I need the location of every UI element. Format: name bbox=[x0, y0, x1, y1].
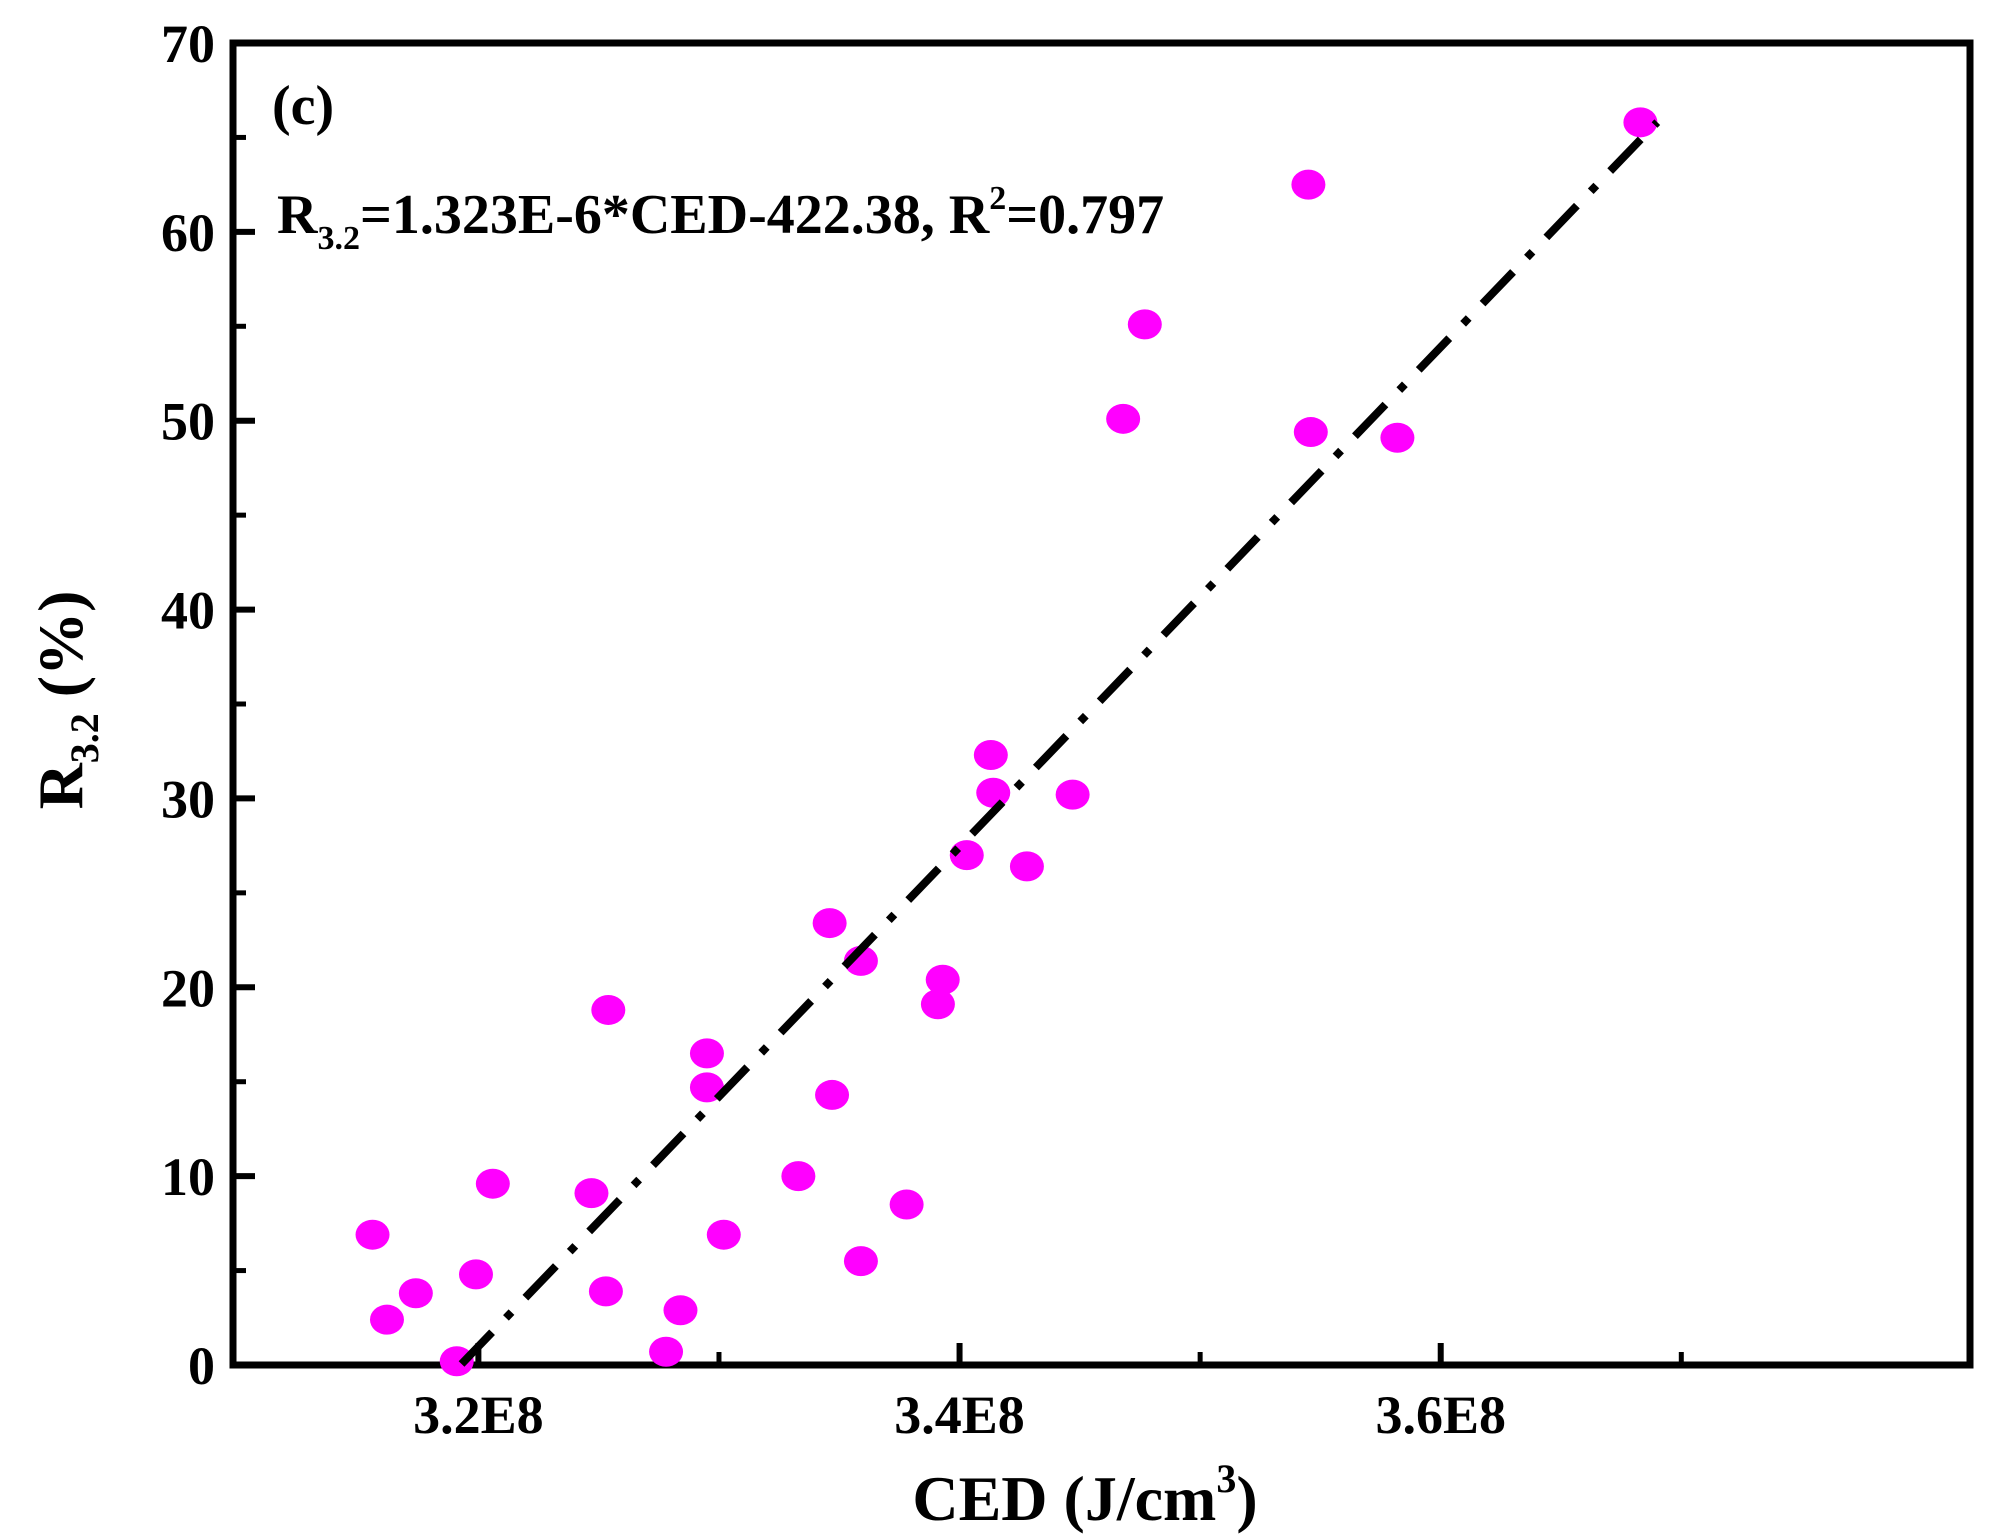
data-point bbox=[812, 908, 847, 939]
data-point bbox=[355, 1219, 390, 1250]
data-point bbox=[925, 964, 960, 995]
data-points bbox=[355, 107, 1658, 1377]
y-tick-label: 70 bbox=[161, 14, 215, 74]
y-axis-label: R3.2 (%) bbox=[25, 591, 107, 810]
data-point bbox=[973, 739, 1008, 770]
data-point bbox=[781, 1161, 816, 1192]
data-point bbox=[920, 989, 955, 1020]
data-point bbox=[458, 1259, 493, 1290]
data-point bbox=[439, 1346, 474, 1377]
data-point bbox=[689, 1038, 724, 1069]
data-point bbox=[1293, 417, 1328, 448]
data-point bbox=[574, 1178, 609, 1209]
data-point bbox=[843, 1246, 878, 1277]
data-point bbox=[815, 1079, 850, 1110]
data-point bbox=[663, 1295, 698, 1326]
y-tick-label: 20 bbox=[161, 958, 215, 1018]
data-point bbox=[1055, 779, 1090, 810]
data-point bbox=[588, 1276, 623, 1307]
data-point bbox=[1380, 422, 1415, 453]
equation-r2-superscript: 2 bbox=[989, 180, 1006, 217]
data-point bbox=[475, 1168, 510, 1199]
panel-label: (c) bbox=[272, 75, 334, 137]
y-axis-label-subscript: 3.2 bbox=[62, 713, 107, 763]
fit-equation: R3.2=1.323E-6*CED-422.38, R2=0.797 bbox=[277, 180, 1164, 257]
data-point bbox=[398, 1278, 433, 1309]
y-tick-label: 60 bbox=[161, 203, 215, 263]
y-tick-label: 0 bbox=[188, 1336, 215, 1396]
equation-r2-value: =0.797 bbox=[1006, 184, 1164, 246]
y-tick-label: 40 bbox=[161, 581, 215, 641]
fit-line bbox=[458, 119, 1661, 1367]
x-tick-label: 3.6E8 bbox=[1375, 1385, 1506, 1445]
y-axis-label-end: (%) bbox=[25, 591, 96, 714]
data-point bbox=[706, 1219, 741, 1250]
x-axis-label-end: ) bbox=[1236, 1463, 1257, 1534]
data-point bbox=[369, 1304, 404, 1335]
data-point bbox=[1623, 107, 1658, 138]
y-axis-label-main: R bbox=[25, 762, 96, 809]
x-tick-labels: 3.2E8 3.4E8 3.6E8 bbox=[413, 1385, 1506, 1445]
equation-lhs-subscript: 3.2 bbox=[317, 220, 360, 257]
x-axis-label-main: CED (J/cm bbox=[912, 1463, 1216, 1534]
y-tick-label: 10 bbox=[161, 1147, 215, 1207]
data-point bbox=[1106, 403, 1141, 434]
data-point bbox=[649, 1336, 684, 1367]
data-point bbox=[889, 1189, 924, 1220]
data-point bbox=[1127, 309, 1162, 340]
data-point bbox=[949, 840, 984, 871]
x-axis-label-superscript: 3 bbox=[1216, 1456, 1236, 1501]
equation-lhs: R bbox=[277, 184, 318, 246]
minor-ticks bbox=[233, 134, 1684, 1365]
data-point bbox=[1291, 169, 1326, 200]
y-tick-labels: 0 10 20 30 40 50 60 70 bbox=[161, 14, 215, 1396]
y-tick-label: 50 bbox=[161, 392, 215, 452]
x-axis-label: CED (J/cm3) bbox=[912, 1456, 1257, 1534]
data-point bbox=[976, 777, 1011, 808]
data-point bbox=[591, 994, 626, 1025]
y-tick-label: 30 bbox=[161, 769, 215, 829]
data-point bbox=[1009, 851, 1044, 882]
x-tick-label: 3.2E8 bbox=[413, 1385, 544, 1445]
equation-rhs: =1.323E-6*CED-422.38, R bbox=[360, 184, 990, 246]
x-tick-label: 3.4E8 bbox=[894, 1385, 1025, 1445]
